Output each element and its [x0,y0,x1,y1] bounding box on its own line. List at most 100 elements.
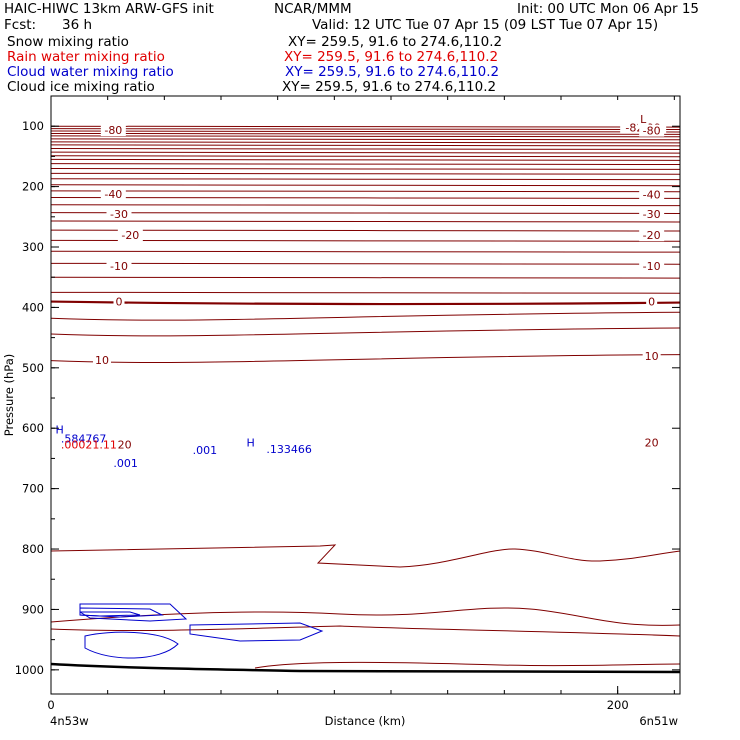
isotherm [50,212,681,214]
x-tick-label: 0 [47,698,54,712]
isotherm [50,141,681,144]
cloud-label: .001 [113,457,138,470]
isotherm [50,125,681,128]
temperature-contours [50,125,681,674]
isotherm [50,220,681,223]
y-tick-label: 500 [22,361,44,375]
y-tick-label: 900 [22,602,44,616]
y-tick-label: 800 [22,542,44,556]
label-bg [642,436,661,449]
isotherm [50,138,681,141]
isotherm [50,276,681,279]
contour-label: -20 [121,229,139,242]
contour-label: L [640,113,647,126]
field-rain-name: Rain water mixing ratio [7,49,165,65]
label-bg [642,349,661,362]
contour-labels: -80-82.29L-80-40-40-30-30-20-20-10-10001… [56,113,667,470]
isotherm [50,130,681,133]
contour-label: 10 [645,350,659,363]
label-bg [115,438,134,451]
y-tick-label: 600 [22,421,44,435]
isotherm [50,151,681,154]
isotherm [50,148,681,150]
isotherm [50,158,681,161]
cloud-contour [84,631,179,659]
right-endpoint-label: 6n51w [639,714,678,728]
cloud-label: .584767 [61,433,107,446]
isotherm [50,178,681,181]
isotherm [50,184,681,187]
isotherm [50,229,681,232]
isotherm [50,311,681,321]
org-label: NCAR/MMM [274,1,352,17]
contour-label: -10 [643,260,661,273]
fcst-label: Fcst: [4,17,37,33]
isotherm-wavy [50,544,681,568]
contour-label: -40 [643,189,661,202]
isotherm [50,167,681,170]
field-snow-xy: XY= 259.5, 91.6 to 274.6,110.2 [288,34,503,50]
contour-label: 20 [645,436,659,449]
isotherm [50,250,681,253]
y-tick-label: 200 [22,180,44,194]
label-bg [113,295,125,308]
cloud-label: H [56,424,64,437]
contour-label: -30 [110,208,128,221]
contour-label: 20 [118,439,132,452]
isotherm [50,354,681,363]
label-bg [637,113,649,126]
isotherm-20 [50,607,681,626]
contour-label: 10 [95,354,109,367]
plot-title: HAIC-HIWC 13km ARW-GFS init [4,1,214,17]
label-bg [639,124,665,137]
contour-label: 0 [116,296,123,309]
label-bg [639,259,665,272]
isotherm [50,163,681,166]
valid-time: Valid: 12 UTC Tue 07 Apr 15 (09 LST Tue … [312,17,659,33]
isotherm [50,132,681,135]
isotherm [50,291,681,294]
field-cloudice-xy: XY= 259.5, 91.6 to 274.6,110.2 [282,79,497,95]
field-rain-xy: XY= 259.5, 91.6 to 274.6,110.2 [284,49,499,65]
init-time: Init: 00 UTC Mon 06 Apr 15 [517,1,699,17]
contour-label: -30 [643,208,661,221]
left-endpoint-label: 4n53w [50,714,89,728]
isotherm-near-ground [254,661,681,669]
isotherm [50,625,681,637]
isotherm [50,204,681,207]
label-bg [639,188,665,201]
isotherm [50,135,681,138]
isotherm [50,239,681,242]
cloud-label: .133466 [266,443,312,456]
label-bg [100,124,126,137]
label-bg [639,207,665,220]
label-bg [646,295,658,308]
isotherm-zero [50,300,681,306]
label-bg [106,207,132,220]
field-snow-name: Snow mixing ratio [7,34,129,50]
x-axis-label: Distance (km) [325,714,406,728]
isotherm [50,262,681,265]
label-bg [100,188,126,201]
contour-label: -80 [643,125,661,138]
plot-frame [50,95,681,695]
y-tick-label: 300 [22,240,44,254]
cloud-label: .001 [193,444,218,457]
cloud-contour [189,622,324,642]
contour-label: -80 [104,124,122,137]
contour-label: -40 [104,188,122,201]
terrain-line [50,662,681,674]
label-bg [93,354,111,367]
y-tick-label: 1000 [15,663,44,677]
cloud-contours [79,603,324,659]
y-tick-label: 700 [22,482,44,496]
field-cloudwater-name: Cloud water mixing ratio [7,64,174,80]
y-tick-label: 100 [22,119,44,133]
isotherm [50,128,681,131]
contour-label: -20 [643,229,661,242]
cloud-label: H [247,436,255,449]
field-cloudwater-xy: XY= 259.5, 91.6 to 274.6,110.2 [285,64,500,80]
field-cloudice-name: Cloud ice mixing ratio [7,79,155,95]
